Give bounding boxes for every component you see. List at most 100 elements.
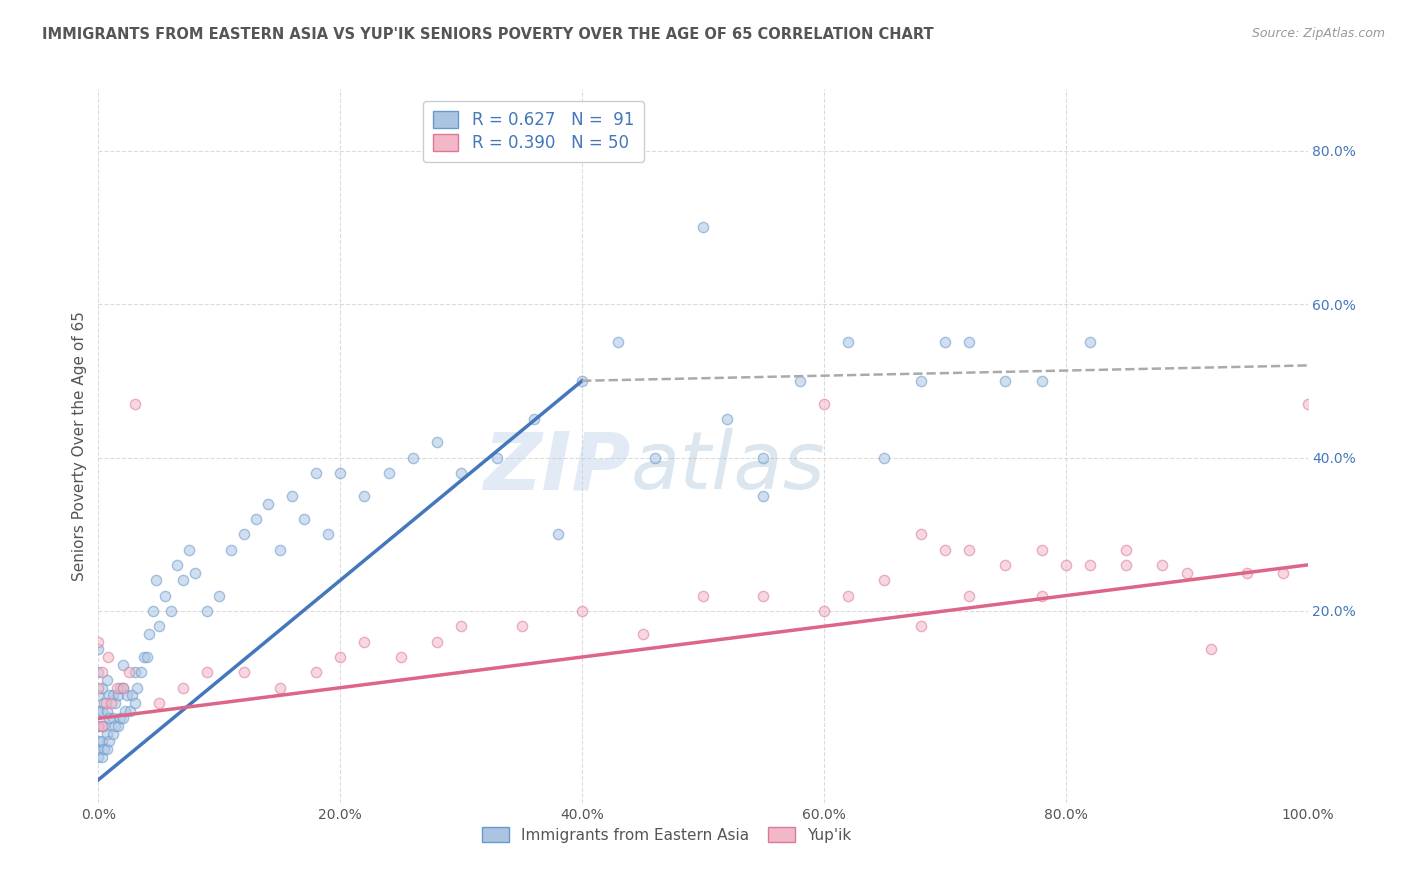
Point xyxy=(837,335,859,350)
Point xyxy=(571,374,593,388)
Point xyxy=(97,650,120,665)
Point xyxy=(1078,335,1101,350)
Point xyxy=(957,542,980,557)
Point xyxy=(292,512,315,526)
Point xyxy=(1115,558,1137,572)
Point xyxy=(607,335,630,350)
Point xyxy=(195,665,218,680)
Point xyxy=(105,681,128,695)
Point xyxy=(1296,397,1319,411)
Point xyxy=(172,574,194,588)
Point xyxy=(87,719,110,733)
Point xyxy=(101,727,124,741)
Point xyxy=(994,374,1017,388)
Point xyxy=(101,711,124,725)
Point xyxy=(195,604,218,618)
Text: IMMIGRANTS FROM EASTERN ASIA VS YUP'IK SENIORS POVERTY OVER THE AGE OF 65 CORREL: IMMIGRANTS FROM EASTERN ASIA VS YUP'IK S… xyxy=(42,27,934,42)
Point xyxy=(108,681,131,695)
Point xyxy=(1031,374,1053,388)
Point xyxy=(111,681,134,695)
Point xyxy=(329,650,352,665)
Point xyxy=(269,681,291,695)
Point xyxy=(93,742,115,756)
Point xyxy=(124,397,146,411)
Point xyxy=(256,497,278,511)
Point xyxy=(96,704,118,718)
Point xyxy=(153,589,176,603)
Text: atlas: atlas xyxy=(630,428,825,507)
Point xyxy=(107,719,129,733)
Point xyxy=(813,397,835,411)
Point xyxy=(87,634,110,648)
Point xyxy=(172,681,194,695)
Point xyxy=(134,650,156,665)
Point xyxy=(377,466,399,480)
Point xyxy=(873,450,896,465)
Point xyxy=(87,665,110,680)
Point xyxy=(87,742,110,756)
Point xyxy=(104,696,127,710)
Point xyxy=(994,558,1017,572)
Point xyxy=(108,711,131,725)
Point xyxy=(145,574,167,588)
Point xyxy=(402,450,425,465)
Point xyxy=(124,665,146,680)
Point xyxy=(353,634,375,648)
Point xyxy=(789,374,811,388)
Point xyxy=(426,435,449,450)
Point xyxy=(934,542,956,557)
Point xyxy=(138,627,160,641)
Point xyxy=(179,542,201,557)
Point xyxy=(111,657,134,672)
Point xyxy=(1031,542,1053,557)
Point xyxy=(547,527,569,541)
Point xyxy=(93,719,115,733)
Point xyxy=(281,489,304,503)
Point xyxy=(118,704,141,718)
Point xyxy=(752,450,775,465)
Point xyxy=(100,696,122,710)
Legend: Immigrants from Eastern Asia, Yup'ik: Immigrants from Eastern Asia, Yup'ik xyxy=(475,821,858,848)
Point xyxy=(353,489,375,503)
Point xyxy=(135,650,157,665)
Point xyxy=(910,619,932,633)
Point xyxy=(389,650,412,665)
Point xyxy=(1054,558,1077,572)
Point xyxy=(91,665,114,680)
Point xyxy=(752,589,775,603)
Point xyxy=(148,619,170,633)
Point xyxy=(523,412,546,426)
Point xyxy=(305,665,328,680)
Point xyxy=(87,681,110,695)
Point xyxy=(160,604,183,618)
Y-axis label: Seniors Poverty Over the Age of 65: Seniors Poverty Over the Age of 65 xyxy=(72,311,87,581)
Point xyxy=(221,542,243,557)
Point xyxy=(269,542,291,557)
Point xyxy=(1236,566,1258,580)
Point xyxy=(752,489,775,503)
Point xyxy=(316,527,339,541)
Point xyxy=(107,689,129,703)
Point xyxy=(232,527,254,541)
Point xyxy=(111,681,134,695)
Point xyxy=(98,734,121,748)
Point xyxy=(450,466,472,480)
Point xyxy=(245,512,267,526)
Point xyxy=(111,711,134,725)
Point xyxy=(1272,566,1295,580)
Point xyxy=(692,220,714,235)
Point xyxy=(91,704,114,718)
Point xyxy=(124,696,146,710)
Point xyxy=(91,749,114,764)
Point xyxy=(1175,566,1198,580)
Point xyxy=(87,642,110,657)
Point xyxy=(329,466,352,480)
Point xyxy=(305,466,328,480)
Point xyxy=(957,335,980,350)
Point xyxy=(87,719,110,733)
Point xyxy=(94,696,117,710)
Point xyxy=(101,689,124,703)
Text: Source: ZipAtlas.com: Source: ZipAtlas.com xyxy=(1251,27,1385,40)
Point xyxy=(142,604,165,618)
Point xyxy=(692,589,714,603)
